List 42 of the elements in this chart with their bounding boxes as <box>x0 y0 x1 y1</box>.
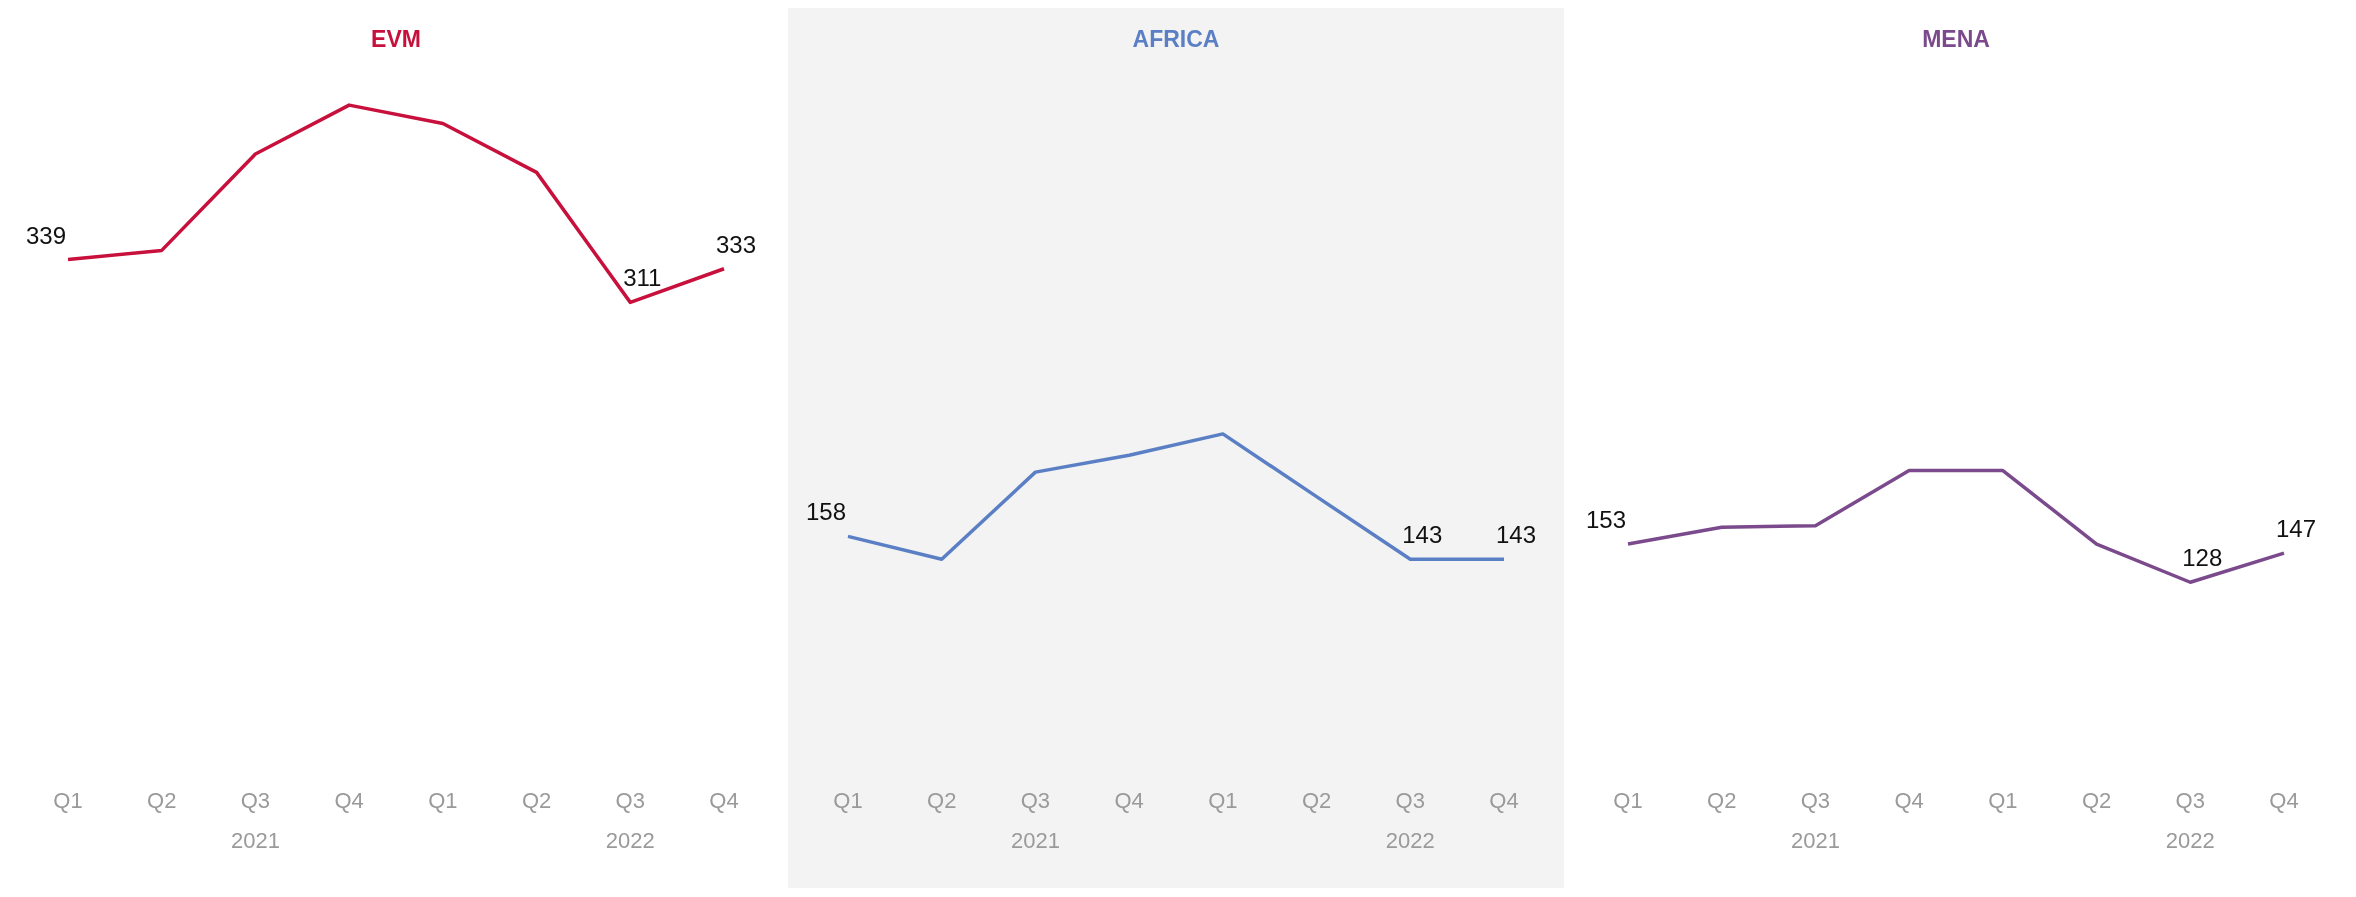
data-label: 147 <box>2275 515 2317 543</box>
text: 2021 <box>230 828 280 853</box>
chart-title: AFRICA <box>1131 26 1221 53</box>
chart-title: EVM <box>370 26 422 53</box>
x-tick-label: Q3 <box>1020 788 1051 813</box>
data-label: 143 <box>1495 521 1537 549</box>
x-tick-label: Q1 <box>833 788 863 813</box>
text: 2021 <box>1010 828 1060 853</box>
data-label: 143 <box>1402 521 1443 549</box>
text: 2022 <box>1385 828 1435 853</box>
x-tick-label: Q2 <box>1301 788 1332 813</box>
x-tick-label: Q1 <box>53 788 83 813</box>
x-tick-label: Q1 <box>1613 788 1643 813</box>
x-tick-label: Q2 <box>521 788 552 813</box>
x-tick-label: Q4 <box>1489 788 1519 813</box>
data-label: 311 <box>623 264 662 292</box>
x-tick-label: Q4 <box>1114 788 1144 813</box>
x-tick-label: Q2 <box>147 788 177 813</box>
x-tick-label: Q4 <box>334 788 364 813</box>
text: 2022 <box>2165 828 2215 853</box>
x-tick-label: Q3 <box>2175 788 2205 813</box>
chart-title: MENA <box>1921 26 1991 53</box>
x-tick-label: Q3 <box>615 788 645 813</box>
x-tick-label: Q4 <box>1894 788 1924 813</box>
data-label: 158 <box>805 498 846 526</box>
data-label: 333 <box>715 230 757 258</box>
x-tick-label: Q2 <box>927 788 957 813</box>
text: 2021 <box>1790 828 1840 853</box>
x-tick-label: Q1 <box>428 788 458 813</box>
x-tick-label: Q3 <box>1395 788 1425 813</box>
data-label: 339 <box>25 221 66 249</box>
x-tick-label: Q1 <box>1988 788 2018 813</box>
data-label: 128 <box>2182 544 2223 572</box>
data-label: 153 <box>1585 506 1626 534</box>
x-tick-label: Q1 <box>1208 788 1238 813</box>
x-tick-label: Q4 <box>2269 788 2299 813</box>
text: 2022 <box>605 828 655 853</box>
x-tick-label: Q4 <box>709 788 739 813</box>
x-tick-label: Q3 <box>240 788 271 813</box>
x-tick-label: Q2 <box>2081 788 2112 813</box>
x-tick-label: Q3 <box>1800 788 1831 813</box>
x-tick-label: Q2 <box>1707 788 1737 813</box>
